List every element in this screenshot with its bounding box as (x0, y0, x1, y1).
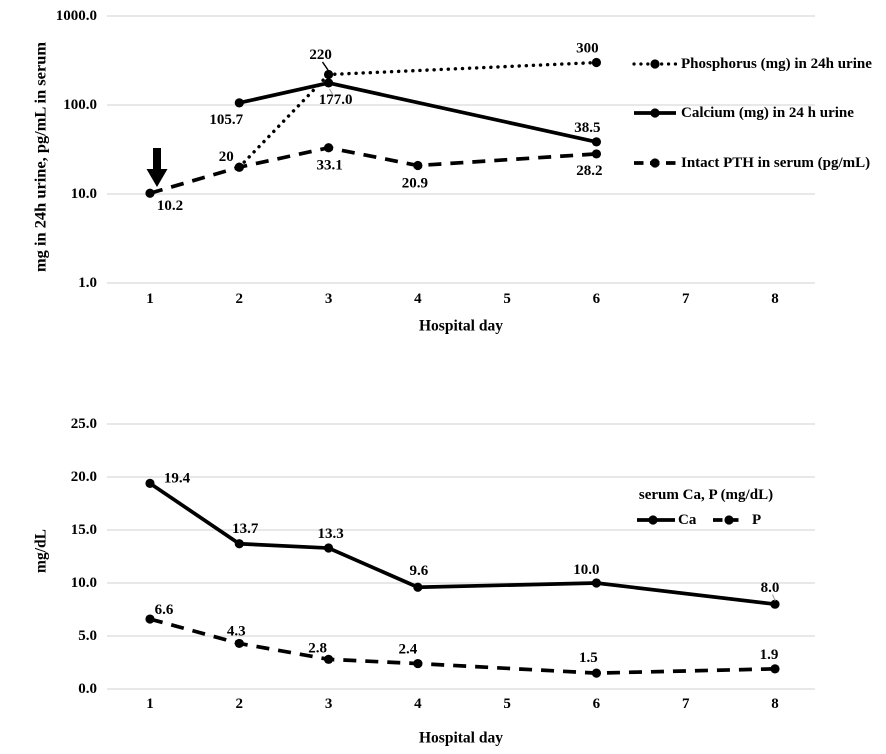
x-axis-tick-label: 3 (325, 291, 333, 307)
top-chart: 1000.0 100.0 10.0 1.0 1 2 3 4 5 6 7 8 20 220 300 105.7 1… (56, 8, 815, 307)
y-axis-tick-label: 10.0 (71, 186, 97, 202)
x-axis-tick-label: 5 (503, 696, 511, 712)
legend-label-phosphorus: Phosphorus (mg) in 24h urine (681, 56, 872, 72)
bottom-legend-title: serum Ca, P (mg/dL) (639, 487, 773, 503)
series-line-phosphorus-mg-in-24h-urine (237, 60, 599, 169)
data-point-label: 4.3 (227, 623, 246, 639)
x-axis-tick-label: 4 (414, 696, 422, 712)
data-point-label: 2.8 (308, 640, 327, 656)
data-point-label: 33.1 (316, 158, 342, 174)
x-axis-tick-label: 7 (682, 291, 690, 307)
data-point-marker (145, 478, 155, 488)
data-point-marker (323, 654, 334, 664)
data-point-label: 1.9 (760, 647, 779, 663)
data-point-label: 105.7 (209, 112, 243, 128)
data-point-label: 2.4 (398, 642, 417, 658)
data-point-marker (323, 78, 334, 88)
x-axis-tick-label: 6 (593, 291, 601, 307)
y-axis-tick-label: 10.0 (71, 575, 97, 591)
data-point-label: 9.6 (409, 563, 428, 579)
data-point-label: 1.5 (579, 650, 598, 666)
legend-marker-calcium-mg-in-24-h-urine (650, 108, 660, 118)
bottom-chart: 25.0 20.0 15.0 10.0 5.0 0.0 1 2 3 4 5 6 7 8 19.4 13.7 13… (71, 416, 815, 712)
bottom-y-axis-title: mg/dL (33, 529, 50, 573)
data-point-label: 8.0 (761, 580, 780, 596)
x-axis-tick-label: 1 (146, 696, 154, 712)
label-leader-line (771, 594, 776, 602)
data-point-marker (413, 658, 423, 669)
down-arrow-icon (146, 148, 168, 187)
data-point-label: 10.2 (157, 198, 183, 214)
data-point-label: 20 (219, 149, 234, 165)
legend-marker-phosphorus-mg-in-24h-urine (650, 59, 660, 69)
data-point-label: 6.6 (155, 602, 174, 618)
series-line-intact-pth-in-serum-pg-ml (149, 145, 597, 196)
data-point-marker (234, 539, 244, 549)
y-axis-tick-label: 20.0 (71, 469, 97, 485)
data-point-marker (591, 668, 602, 678)
data-point-marker (591, 137, 602, 147)
x-axis-tick-label: 4 (414, 291, 422, 307)
data-point-marker (770, 664, 780, 674)
x-axis-tick-label: 5 (503, 291, 511, 307)
data-point-label: 177.0 (319, 92, 353, 108)
data-point-marker (591, 578, 602, 588)
data-point-label: 220 (309, 47, 332, 63)
y-axis-tick-label: 5.0 (78, 628, 97, 644)
top-x-axis-title: Hospital day (419, 318, 503, 335)
data-point-label: 300 (576, 41, 599, 57)
data-point-label: 28.2 (576, 163, 602, 179)
data-point-marker (145, 188, 155, 198)
legend-label-p: P (752, 512, 761, 528)
y-axis-tick-label: 1000.0 (56, 8, 97, 24)
y-axis-tick-label: 1.0 (78, 275, 97, 291)
y-axis-tick-label: 100.0 (63, 97, 97, 113)
x-axis-tick-label: 2 (236, 291, 244, 307)
data-point-marker (591, 149, 602, 159)
x-axis-tick-label: 8 (771, 291, 779, 307)
data-point-marker (234, 98, 244, 108)
data-point-label: 20.9 (402, 176, 428, 192)
legend-label-calcium: Calcium (mg) in 24 h urine (681, 105, 854, 121)
x-axis-tick-label: 2 (236, 696, 244, 712)
x-axis-tick-label: 3 (325, 696, 333, 712)
data-point-marker (234, 638, 244, 649)
legend-label-intact-pth: Intact PTH in serum (pg/mL) (681, 155, 870, 171)
data-point-label: 19.4 (164, 470, 191, 486)
y-axis-tick-label: 0.0 (78, 681, 97, 697)
data-point-label: 38.5 (574, 120, 600, 136)
x-axis-tick-label: 1 (146, 291, 154, 307)
legend-label-ca: Ca (678, 512, 697, 528)
data-point-marker (413, 582, 423, 592)
data-point-label: 13.3 (317, 526, 343, 542)
data-point-marker (234, 162, 244, 172)
x-axis-tick-label: 7 (682, 696, 690, 712)
y-axis-tick-label: 15.0 (71, 522, 97, 538)
bottom-x-axis-title: Hospital day (419, 730, 503, 747)
data-point-label: 10.0 (573, 562, 599, 578)
legend-marker-ca (648, 515, 658, 525)
data-point-marker (413, 160, 423, 171)
x-axis-tick-label: 8 (771, 696, 779, 712)
data-point-label: 13.7 (232, 521, 259, 537)
label-leader-line (329, 88, 334, 96)
legend-marker-intact-pth-in-serum-pg-ml (650, 158, 660, 168)
top-y-axis-title: mg in 24h urine, pg/mL in serum (33, 42, 50, 272)
data-point-marker (323, 543, 334, 553)
series-line-p (149, 617, 776, 675)
x-axis-tick-label: 6 (593, 696, 601, 712)
data-point-marker (323, 69, 334, 80)
data-point-marker (591, 57, 602, 68)
legend-marker-p (724, 515, 734, 525)
label-leader-line (321, 61, 329, 71)
data-point-marker (145, 614, 155, 624)
series-line-ca (148, 481, 776, 607)
data-point-marker (770, 599, 780, 609)
y-axis-tick-label: 25.0 (71, 416, 97, 432)
data-point-marker (323, 143, 334, 153)
